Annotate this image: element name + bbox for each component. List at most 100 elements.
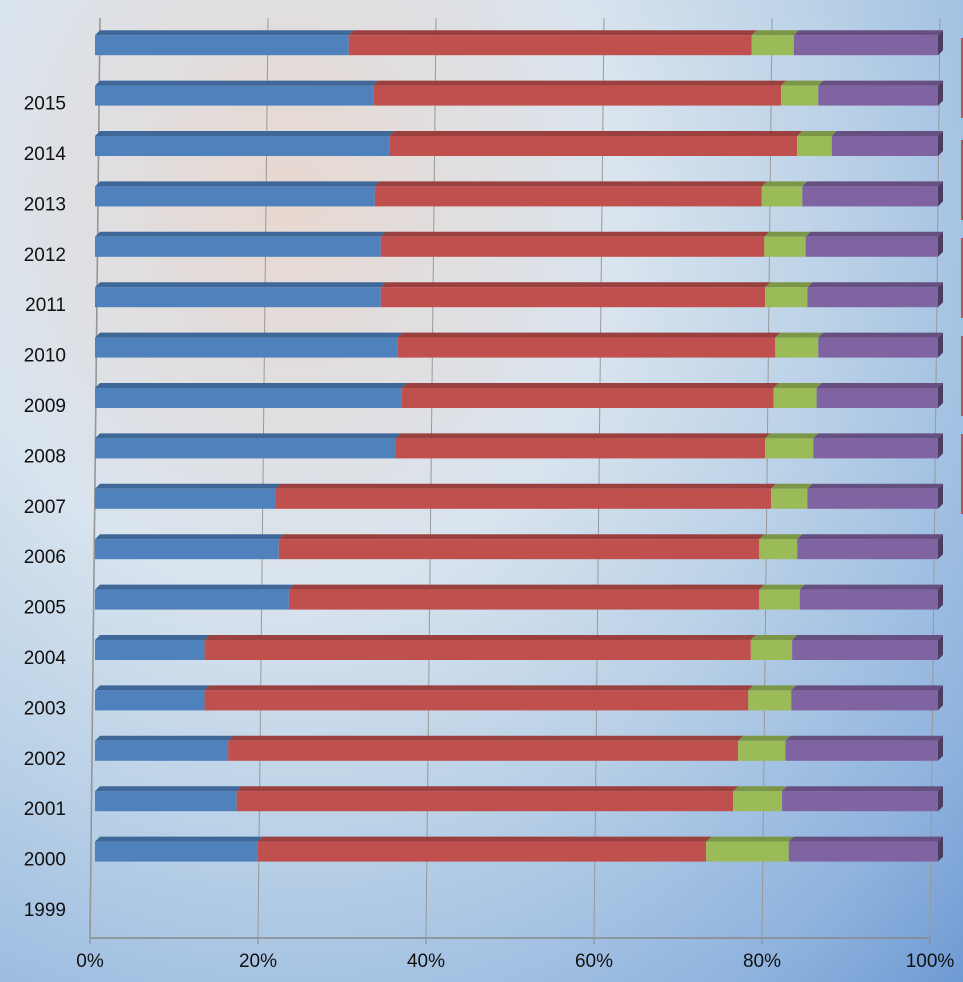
bar-segment [95,640,205,660]
bar-top [789,837,943,842]
x-tick-label: 0% [76,951,104,972]
y-tick-label: 2005 [24,598,66,619]
bar-top [764,232,810,237]
bar-segment [95,842,258,862]
bar-segment [762,186,802,206]
bar-segment [95,388,402,408]
bar-top [748,685,796,690]
chart-area: 0%20%40%60%80%100%1999200020012002200320… [0,0,963,982]
bar-top [733,786,787,791]
bar-top [237,786,739,791]
bar-segment [738,741,785,761]
bar-top [738,736,790,741]
bar-segment [832,136,938,156]
chart: 0%20%40%60%80%100%1999200020012002200320… [0,0,963,982]
bar-segment [792,640,938,660]
bar-segment [258,842,706,862]
bar-segment [228,741,738,761]
bar-top [205,685,754,690]
bar-segment [818,338,938,358]
bar-segment [733,791,782,811]
bar-top [95,181,380,186]
bar-top [95,534,284,539]
bar-segment [775,338,818,358]
bar-top [832,131,943,136]
bar-segment [771,489,807,509]
y-tick-label: 2008 [24,446,66,467]
bar-segment [95,690,205,710]
y-tick-label: 2004 [24,648,67,669]
bar-top [95,837,263,842]
bar-top [381,282,770,287]
x-tick-label: 80% [743,951,781,972]
bar-segment [785,741,938,761]
bar-segment [95,438,396,458]
y-tick-label: 2013 [24,194,66,215]
bar-segment [95,791,237,811]
x-tick-label: 100% [906,951,955,972]
bar-top [797,131,837,136]
bar-top [289,585,764,590]
bar-segment [381,287,765,307]
bar-segment [806,237,938,257]
bar-segment [389,136,797,156]
y-tick-label: 2011 [25,295,66,316]
y-tick-label: 2001 [24,799,66,820]
bar-top [807,484,943,489]
bar-segment [774,388,817,408]
bar-segment [205,690,749,710]
bar-top [95,635,210,640]
bar-segment [95,539,279,559]
x-tick-label: 60% [575,951,613,972]
bar-top [228,736,743,741]
bar-top [205,635,756,640]
bar-top [806,232,943,237]
bar-top [375,181,767,186]
y-tick-label: 2012 [24,245,66,266]
bar-top [95,736,233,741]
bar-segment [279,539,760,559]
bar-segment [807,489,938,509]
y-tick-label: 2007 [24,497,66,518]
bar-segment [797,136,832,156]
bar-top [771,484,812,489]
bar-segment [349,35,752,55]
y-tick-label: 2000 [24,850,66,871]
bar-segment [813,438,938,458]
bar-top [765,282,812,287]
bar-segment [375,186,762,206]
bar-segment [706,842,789,862]
bar-segment [818,86,938,106]
bar-segment [817,388,938,408]
y-tick-label: 2014 [24,144,67,165]
bar-segment [748,690,791,710]
bar-top [791,685,943,690]
y-tick-label: 2006 [24,547,66,568]
bar-segment [797,539,938,559]
y-tick-label: 2002 [24,749,66,770]
bar-top [95,685,210,690]
bar-segment [275,489,771,509]
bar-top [762,181,807,186]
bar-top [818,333,943,338]
bar-top [95,585,294,590]
bar-top [381,232,770,237]
bar-top [95,232,386,237]
bar-segment [759,539,797,559]
bar-top [807,282,943,287]
bar-segment [205,640,751,660]
bar-top [792,635,943,640]
bar-segment [782,791,938,811]
x-tick-label: 40% [407,951,445,972]
bar-top [396,433,770,438]
bar-segment [95,186,375,206]
bar-segment [752,35,794,55]
bar-top [813,433,943,438]
bar-top [402,383,779,388]
bar-top [794,30,943,35]
y-tick-label: 2009 [24,396,66,417]
y-tick-label: 1999 [24,900,66,921]
bar-segment [381,237,765,257]
bar-top [389,131,802,136]
bar-top [95,333,403,338]
